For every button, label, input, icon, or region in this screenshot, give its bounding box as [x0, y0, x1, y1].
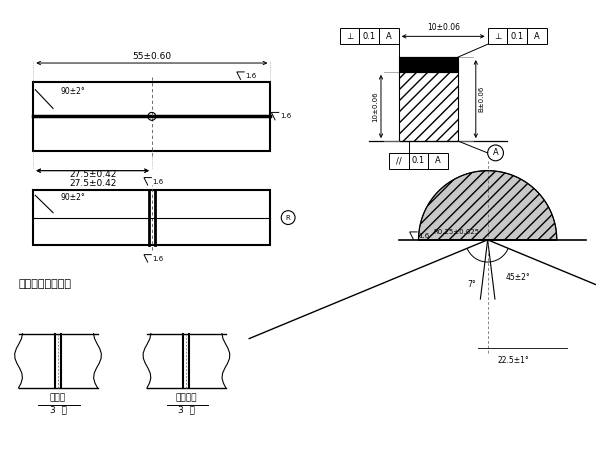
Text: 90±2°: 90±2°: [61, 194, 86, 202]
Text: ⊥: ⊥: [494, 32, 501, 41]
Bar: [527, 28, 547, 44]
Text: 3  件: 3 件: [178, 406, 195, 415]
Text: 1.6: 1.6: [418, 233, 430, 239]
Text: 0.1: 0.1: [511, 32, 524, 41]
Text: A: A: [534, 32, 540, 41]
Text: B±0.06: B±0.06: [479, 86, 485, 112]
Bar: [34, 190, 271, 245]
Text: ⊥: ⊥: [346, 32, 353, 41]
Bar: [508, 28, 527, 44]
Bar: [34, 82, 271, 151]
Text: 10±0.06: 10±0.06: [427, 23, 460, 32]
Text: 0.1: 0.1: [412, 156, 425, 165]
Text: 90±2°: 90±2°: [61, 87, 86, 96]
Text: 45±2°: 45±2°: [505, 273, 530, 282]
Text: 1.6: 1.6: [245, 73, 257, 79]
Text: 3  件: 3 件: [50, 406, 67, 415]
Text: 热影响区: 热影响区: [176, 393, 197, 402]
Bar: [409, 153, 428, 169]
Text: 1.6: 1.6: [280, 113, 291, 119]
Text: R: R: [286, 215, 290, 220]
Text: 27.5±0.42: 27.5±0.42: [69, 170, 116, 179]
Text: 1.6: 1.6: [152, 179, 164, 184]
Bar: [340, 28, 359, 44]
Text: 27.5±0.42: 27.5±0.42: [69, 179, 116, 188]
Polygon shape: [419, 171, 557, 240]
Text: A: A: [386, 32, 392, 41]
Text: 22.5±1°: 22.5±1°: [497, 356, 529, 365]
Text: 1.6: 1.6: [152, 256, 164, 261]
Bar: [488, 28, 508, 44]
Bar: [428, 153, 448, 169]
Text: A: A: [493, 148, 499, 157]
Bar: [379, 28, 399, 44]
Text: //: //: [396, 156, 401, 165]
Text: 0.1: 0.1: [362, 32, 376, 41]
Text: 焊缝区: 焊缝区: [50, 393, 66, 402]
Text: R0.25±0.025: R0.25±0.025: [433, 229, 479, 235]
Text: 开槽位置示意图：: 开槽位置示意图：: [19, 279, 71, 289]
Text: 55±0.60: 55±0.60: [132, 52, 172, 61]
Bar: [399, 57, 458, 72]
Text: A: A: [436, 156, 441, 165]
Bar: [389, 153, 409, 169]
Bar: [399, 72, 458, 141]
Text: 10±0.06: 10±0.06: [372, 91, 378, 122]
Text: 7°: 7°: [467, 280, 476, 289]
Bar: [359, 28, 379, 44]
